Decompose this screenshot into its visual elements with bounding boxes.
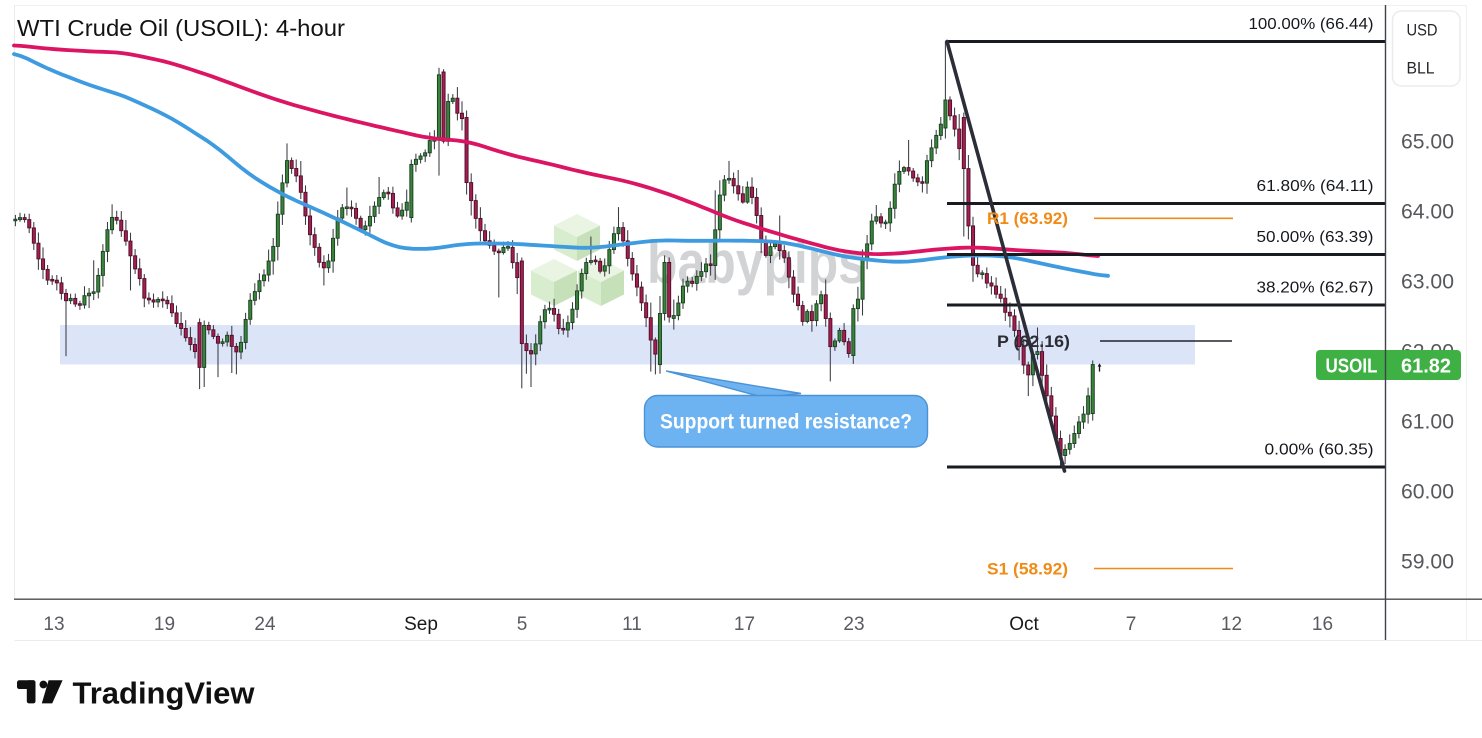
- svg-text:11: 11: [622, 614, 642, 635]
- svg-text:WTI Crude Oil (USOIL): 4-hour: WTI Crude Oil (USOIL): 4-hour: [17, 15, 345, 41]
- svg-text:BLL: BLL: [1407, 60, 1435, 78]
- svg-text:Sep: Sep: [404, 614, 438, 635]
- svg-text:16: 16: [1312, 614, 1333, 635]
- svg-text:60.00: 60.00: [1401, 480, 1454, 503]
- svg-text:59.00: 59.00: [1401, 550, 1454, 573]
- svg-text:23: 23: [843, 614, 864, 635]
- svg-text:17: 17: [734, 614, 755, 635]
- svg-text:USOIL: USOIL: [1326, 356, 1378, 378]
- svg-text:63.00: 63.00: [1401, 270, 1454, 293]
- svg-text:65.00: 65.00: [1401, 130, 1454, 153]
- svg-text:Oct: Oct: [1009, 614, 1039, 635]
- svg-text:Support turned resistance?: Support turned resistance?: [660, 410, 912, 434]
- svg-text:19: 19: [154, 614, 175, 635]
- svg-text:61.80% (64.11): 61.80% (64.11): [1257, 178, 1374, 195]
- svg-text:100.00% (66.44): 100.00% (66.44): [1249, 16, 1374, 33]
- svg-text:S1 (58.92): S1 (58.92): [987, 561, 1068, 579]
- svg-text:13: 13: [43, 614, 64, 635]
- svg-text:P (62.16): P (62.16): [997, 333, 1070, 351]
- svg-text:7: 7: [1126, 614, 1137, 635]
- svg-text:24: 24: [254, 614, 276, 635]
- svg-text:50.00% (63.39): 50.00% (63.39): [1257, 229, 1374, 246]
- svg-text:5: 5: [517, 614, 528, 635]
- svg-text:61.82: 61.82: [1401, 356, 1451, 378]
- svg-text:R1 (63.92): R1 (63.92): [987, 210, 1068, 228]
- svg-text:64.00: 64.00: [1401, 200, 1454, 223]
- svg-text:38.20% (62.67): 38.20% (62.67): [1257, 280, 1374, 297]
- svg-text:12: 12: [1221, 614, 1242, 635]
- svg-text:0.00% (60.35): 0.00% (60.35): [1265, 442, 1374, 459]
- svg-text:61.00: 61.00: [1401, 410, 1454, 433]
- svg-text:TradingView: TradingView: [73, 676, 256, 711]
- svg-text:USD: USD: [1407, 22, 1438, 40]
